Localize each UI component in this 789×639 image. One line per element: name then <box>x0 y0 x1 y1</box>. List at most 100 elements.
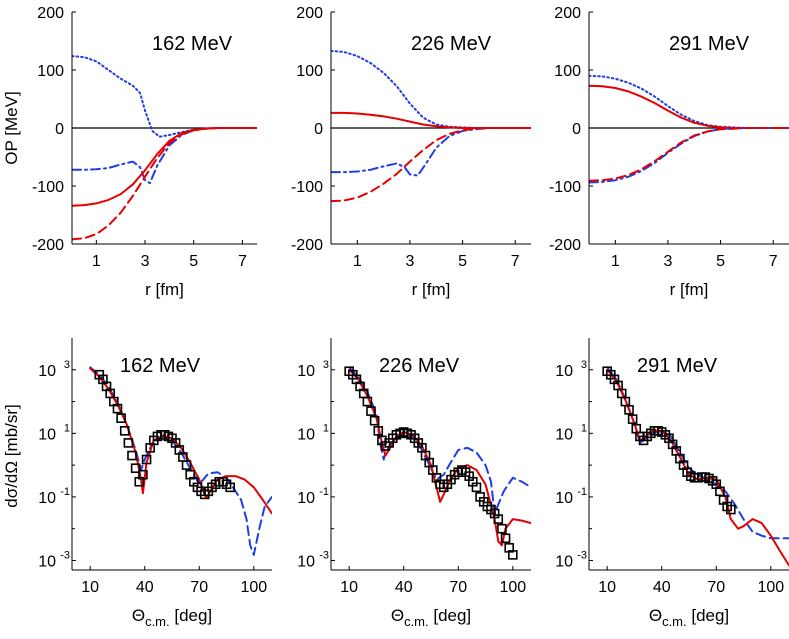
y-tick-label: 100 <box>296 63 323 80</box>
series-line-dashed-red <box>72 127 257 241</box>
x-tick-label: 7 <box>769 253 778 270</box>
data-point <box>369 415 380 426</box>
data-point <box>471 482 482 493</box>
series-line-dashdot-blue <box>331 127 531 177</box>
data-point <box>123 438 134 448</box>
data-point <box>726 504 736 515</box>
x-axis-label: r [fm] <box>670 280 709 299</box>
x-tick-label: 100 <box>757 579 784 596</box>
series-line-dotted-blue <box>72 55 257 138</box>
plot-area <box>72 55 257 241</box>
plot-area <box>331 49 531 203</box>
series-line-solid-red <box>589 84 789 129</box>
data-point <box>373 426 384 436</box>
plot-area <box>89 366 272 556</box>
x-tick-label: 3 <box>663 253 672 270</box>
x-tick-label: 5 <box>458 253 467 270</box>
data-point <box>624 405 634 415</box>
series-line-dashed-blue <box>606 366 789 540</box>
data-point <box>116 413 126 423</box>
y-tick-label: 10 3 <box>555 359 587 380</box>
plot-area <box>344 366 531 560</box>
data-point <box>362 396 373 407</box>
op-panel-1: 200 100 0 -100 -200 1 3 5 7 r [fm] 162 MeV <box>32 5 257 299</box>
y-tick-label: 10 1 <box>38 422 70 443</box>
panel-title: 226 MeV <box>411 33 492 55</box>
panel-title: 226 MeV <box>379 355 460 377</box>
panel-title: 162 MeV <box>120 355 201 377</box>
series-line-dashed-red <box>589 127 789 182</box>
x-axis-label: r [fm] <box>145 280 184 299</box>
x-tick-label: 7 <box>511 253 520 270</box>
xs-panel-3: 10 3 10 1 10 -1 10 -3 10 40 70 100 Θc.m. [deg] 291 Me… <box>555 338 789 629</box>
data-point <box>141 454 152 465</box>
y-tick-label: -200 <box>549 237 581 254</box>
data-point <box>112 403 123 414</box>
y-axis-label-op: OP [MeV] <box>2 91 21 164</box>
y-tick-label: 10 -3 <box>297 549 329 570</box>
data-point <box>138 469 148 480</box>
x-tick-label: 70 <box>449 579 467 596</box>
y-tick-label: -100 <box>549 179 581 196</box>
y-tick-label: -100 <box>291 179 323 196</box>
x-tick-label: 10 <box>340 579 358 596</box>
y-tick-label: -200 <box>291 237 323 254</box>
data-point <box>497 523 507 534</box>
y-tick-label: 10 3 <box>38 359 70 380</box>
y-tick-label: -200 <box>32 237 64 254</box>
series-line-solid-red <box>348 368 531 547</box>
series-line-dashdot-blue <box>589 127 789 184</box>
data-point <box>500 533 511 544</box>
data-point <box>130 463 141 474</box>
data-point <box>127 450 137 461</box>
y-tick-label: 0 <box>55 121 64 138</box>
op-panel-3: 200 100 0 -100 -200 1 3 5 7 r [fm] 291 MeV <box>549 5 789 299</box>
x-tick-label: 3 <box>141 253 150 270</box>
x-tick-label: 10 <box>81 579 99 596</box>
x-tick-label: 1 <box>353 253 362 270</box>
plot-area <box>602 366 789 567</box>
series-line-solid-red <box>331 111 531 129</box>
y-tick-label: 100 <box>37 63 64 80</box>
x-tick-label: 70 <box>190 579 208 596</box>
x-axis-label: Θc.m. [deg] <box>391 606 471 629</box>
data-point <box>225 482 235 493</box>
y-tick-label: -100 <box>32 179 64 196</box>
x-tick-label: 100 <box>499 579 526 596</box>
x-tick-label: 5 <box>189 253 198 270</box>
x-tick-label: 10 <box>598 579 616 596</box>
x-axis-label: Θc.m. [deg] <box>649 606 729 629</box>
xs-panel-2: 10 3 10 1 10 -1 10 -3 10 40 70 100 Θc.m. [deg] 226 Me… <box>297 338 531 629</box>
series-line-solid-red <box>89 367 272 515</box>
x-tick-label: 7 <box>238 253 247 270</box>
panel-title: 162 MeV <box>152 33 233 55</box>
series-line-solid-red <box>72 127 257 207</box>
x-axis-label: r [fm] <box>412 280 451 299</box>
y-tick-label: 10 -1 <box>555 486 587 507</box>
y-tick-label: 100 <box>554 63 581 80</box>
y-tick-label: 0 <box>572 121 581 138</box>
y-axis-label-xs: dσ/dΩ [mb/sr] <box>2 404 21 508</box>
x-tick-label: 3 <box>405 253 414 270</box>
data-point <box>627 414 638 424</box>
x-tick-label: 1 <box>611 253 620 270</box>
x-axis-label: Θc.m. [deg] <box>132 606 212 629</box>
y-tick-label: 10 -3 <box>555 549 587 570</box>
y-tick-label: 200 <box>37 5 64 22</box>
y-tick-label: 10 1 <box>297 422 329 443</box>
y-tick-label: 200 <box>296 5 323 22</box>
series-line-dotted-blue <box>331 49 531 129</box>
data-point <box>119 426 130 436</box>
data-point <box>366 406 376 416</box>
x-tick-label: 100 <box>240 579 267 596</box>
x-tick-label: 40 <box>136 579 154 596</box>
x-tick-label: 70 <box>707 579 725 596</box>
data-point <box>181 460 192 470</box>
y-tick-label: 10 3 <box>297 359 329 380</box>
x-tick-label: 40 <box>653 579 671 596</box>
y-tick-label: 10 1 <box>555 422 587 443</box>
y-tick-label: 200 <box>554 5 581 22</box>
x-tick-label: 40 <box>395 579 413 596</box>
x-tick-label: 1 <box>92 253 101 270</box>
